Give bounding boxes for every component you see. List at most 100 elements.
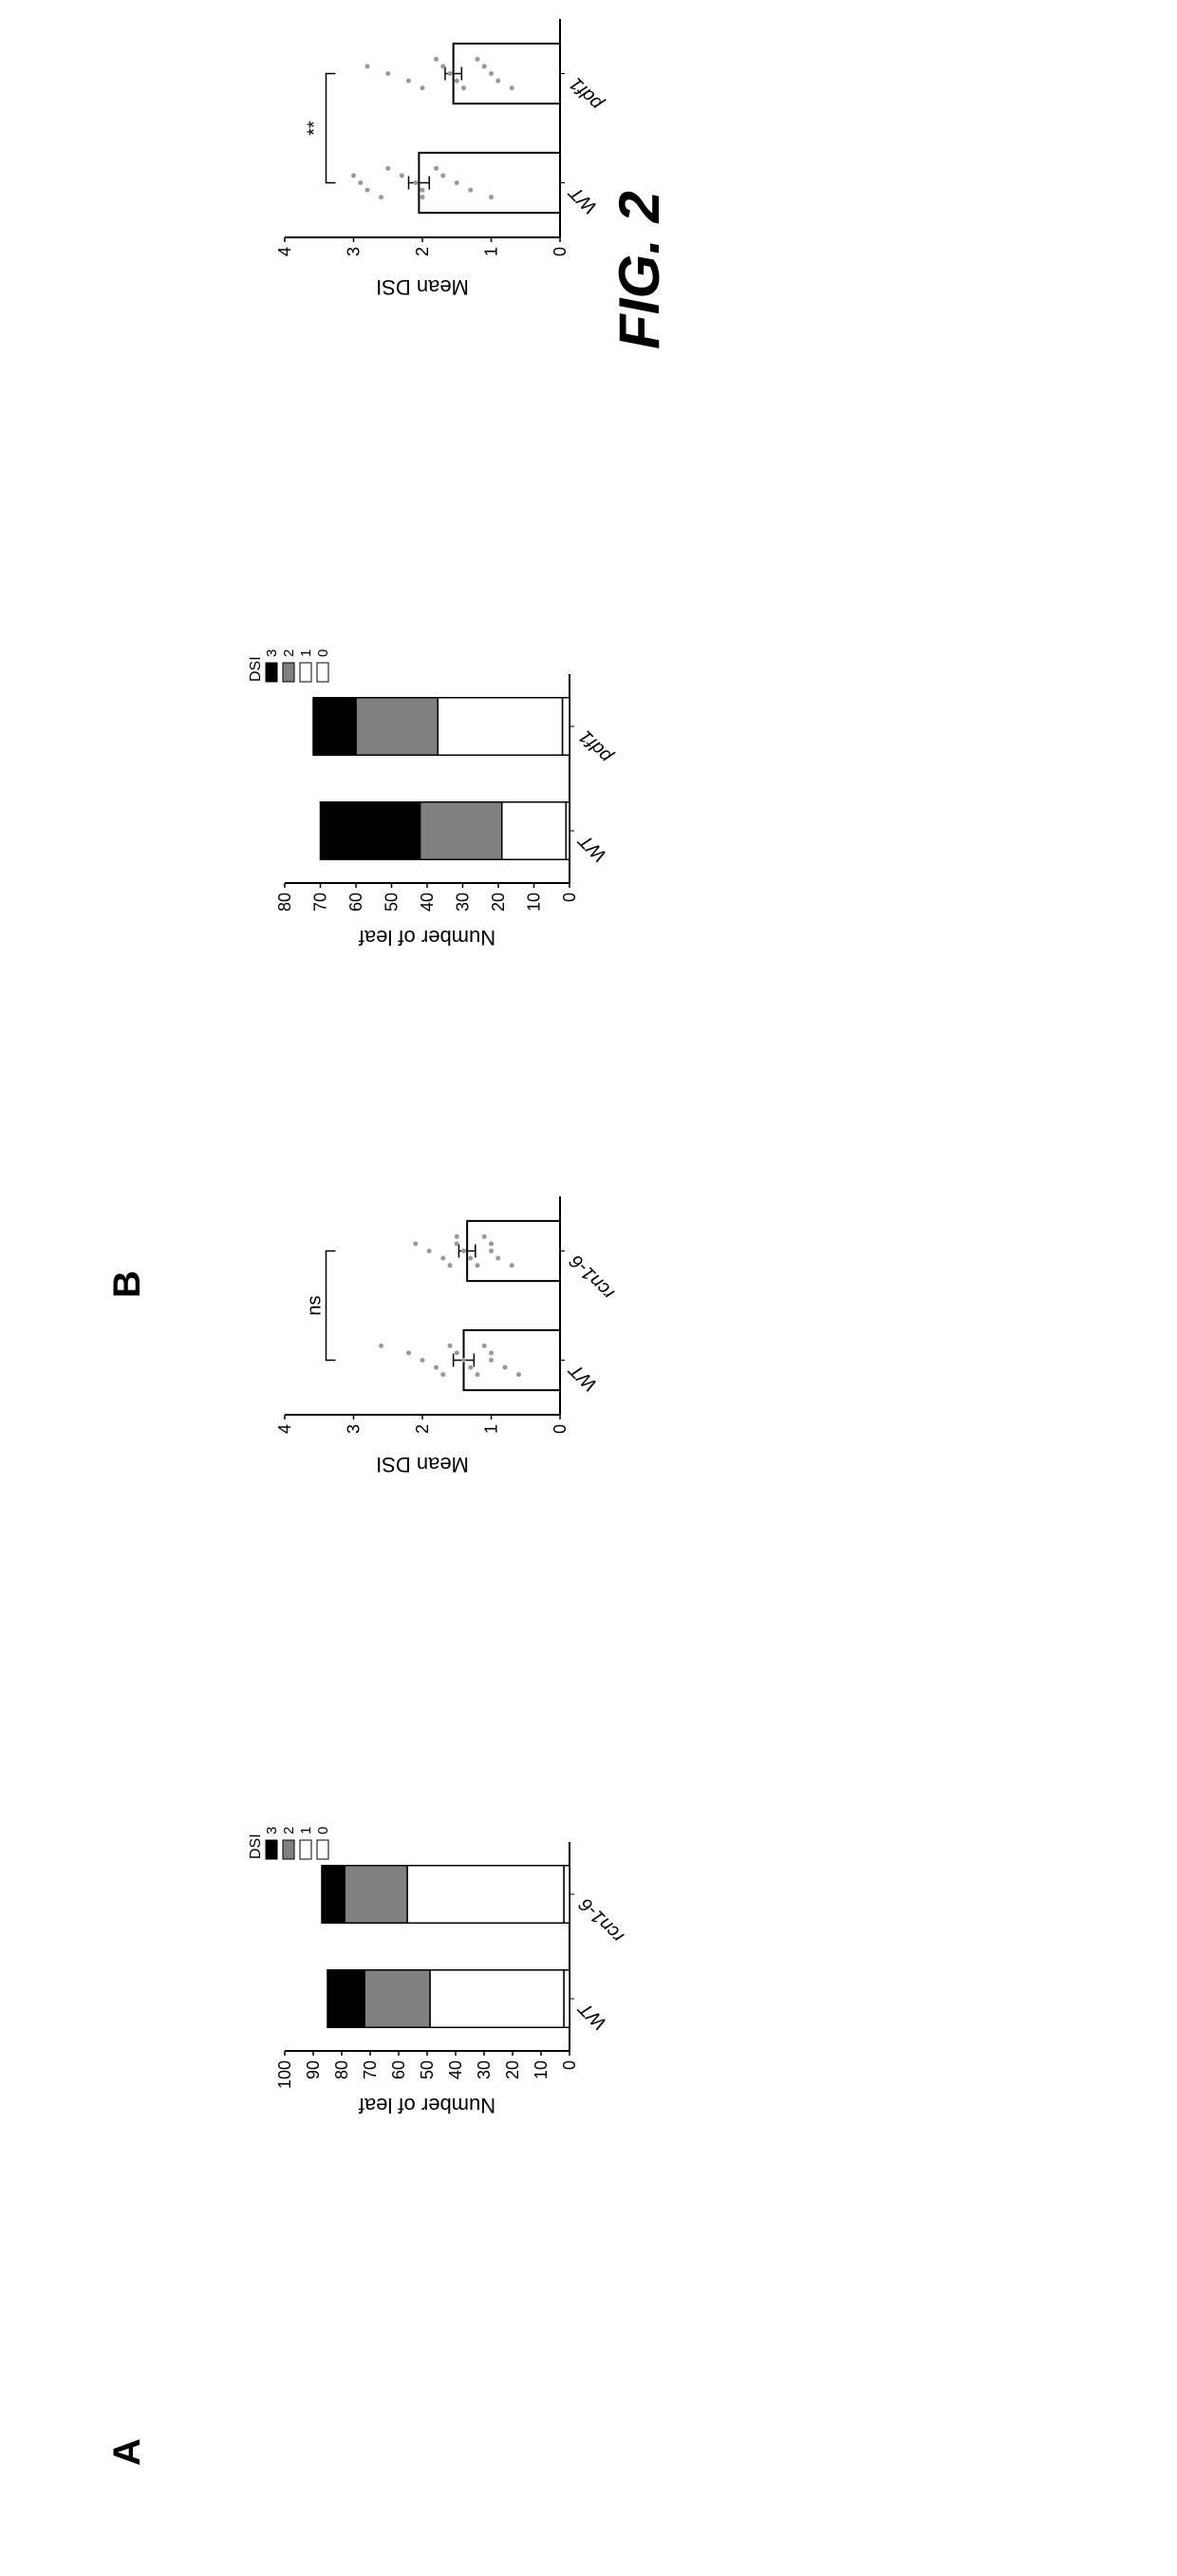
svg-text:2: 2 — [281, 1827, 297, 1834]
scatter-point — [385, 166, 390, 171]
svg-text:2: 2 — [413, 1424, 432, 1434]
scatter-point — [440, 64, 445, 68]
bar-segment — [563, 698, 570, 756]
scatter-point — [413, 180, 418, 185]
scatter-point — [476, 57, 480, 62]
svg-text:rcn1-6: rcn1-6 — [574, 1893, 627, 1946]
svg-text:Mean DSI: Mean DSI — [376, 275, 469, 299]
scatter-point — [413, 1241, 418, 1246]
scatter-point — [461, 1358, 466, 1363]
scatter-point — [476, 1372, 480, 1377]
svg-text:0: 0 — [560, 893, 579, 902]
svg-text:100: 100 — [275, 2060, 294, 2089]
legend-swatch — [266, 1840, 277, 1859]
scatter-point — [489, 71, 494, 76]
scatter-point — [385, 71, 390, 76]
svg-text:2: 2 — [281, 649, 297, 657]
scatter-point — [476, 1263, 480, 1268]
bar-segment — [430, 1970, 564, 2028]
scatter-point — [358, 180, 363, 185]
svg-text:50: 50 — [418, 2060, 437, 2079]
legend-swatch — [300, 1840, 311, 1859]
dsi-bar — [464, 1330, 561, 1390]
svg-text:20: 20 — [503, 2060, 522, 2079]
scatter-point — [461, 1249, 466, 1253]
panel-a-legend: DSI3210 — [247, 1793, 350, 1859]
legend-swatch — [283, 1840, 294, 1859]
svg-text:80: 80 — [332, 2060, 351, 2079]
svg-text:WT: WT — [565, 1359, 602, 1396]
scatter-point — [448, 71, 453, 76]
scatter-point — [468, 1365, 473, 1370]
bar-segment — [564, 1866, 570, 1924]
bar-segment — [313, 698, 356, 756]
panel-b-dsi-chart: 01234Mean DSIWTpdf1** — [266, 0, 660, 304]
scatter-point — [365, 188, 370, 193]
scatter-point — [489, 195, 494, 199]
svg-text:0: 0 — [551, 1424, 570, 1434]
bar-segment — [345, 1866, 407, 1924]
bar-segment — [438, 698, 562, 756]
svg-text:3: 3 — [345, 1424, 364, 1434]
scatter-point — [482, 64, 487, 68]
scatter-point — [510, 85, 514, 90]
scatter-point — [455, 79, 459, 84]
svg-text:0: 0 — [315, 1827, 331, 1834]
scatter-point — [427, 1249, 432, 1253]
scatter-point — [510, 1263, 514, 1268]
svg-text:70: 70 — [311, 893, 330, 912]
svg-text:50: 50 — [383, 893, 402, 912]
svg-text:10: 10 — [525, 893, 544, 912]
scatter-point — [482, 1344, 487, 1348]
dsi-bar — [467, 1221, 560, 1281]
scatter-point — [440, 1372, 445, 1377]
scatter-point — [482, 1234, 487, 1239]
svg-text:2: 2 — [413, 247, 432, 256]
scatter-point — [365, 64, 370, 68]
svg-text:WT: WT — [574, 829, 611, 866]
scatter-point — [489, 1249, 494, 1253]
panel-b-label: B — [106, 1270, 149, 1298]
svg-text:WT: WT — [565, 181, 602, 218]
svg-text:80: 80 — [275, 893, 294, 912]
bar-segment — [502, 802, 567, 860]
svg-text:0: 0 — [551, 247, 570, 256]
svg-text:WT: WT — [574, 1997, 611, 2034]
bar-segment — [356, 698, 438, 756]
svg-text:60: 60 — [389, 2060, 408, 2079]
scatter-point — [420, 195, 425, 199]
significance-label: ** — [305, 121, 326, 136]
significance-label: ns — [305, 1295, 326, 1315]
svg-text:70: 70 — [361, 2060, 380, 2079]
bar-segment — [321, 802, 420, 860]
scatter-point — [468, 1256, 473, 1261]
scatter-point — [495, 79, 500, 84]
bar-segment — [420, 802, 502, 860]
scatter-point — [448, 1263, 453, 1268]
scatter-point — [461, 85, 466, 90]
svg-text:3: 3 — [264, 649, 280, 657]
svg-text:pdf1: pdf1 — [575, 725, 617, 767]
legend-swatch — [300, 663, 311, 682]
bar-segment — [364, 1970, 430, 2028]
panel-a-label: A — [106, 2438, 149, 2466]
svg-text:30: 30 — [475, 2060, 494, 2079]
svg-text:0: 0 — [560, 2060, 579, 2070]
svg-text:40: 40 — [446, 2060, 465, 2079]
svg-text:DSI: DSI — [248, 1833, 264, 1859]
scatter-point — [489, 1350, 494, 1355]
scatter-point — [455, 180, 459, 185]
scatter-point — [379, 1344, 383, 1348]
scatter-point — [379, 195, 383, 199]
svg-text:0: 0 — [315, 649, 331, 657]
svg-text:40: 40 — [418, 893, 437, 912]
legend-swatch — [266, 663, 277, 682]
legend-swatch — [283, 663, 294, 682]
svg-text:3: 3 — [264, 1827, 280, 1834]
svg-text:4: 4 — [275, 1424, 294, 1434]
scatter-point — [448, 1344, 453, 1348]
svg-text:pdf1: pdf1 — [566, 73, 607, 115]
bar-segment — [564, 1970, 570, 2028]
svg-text:4: 4 — [275, 247, 294, 256]
svg-text:3: 3 — [345, 247, 364, 256]
